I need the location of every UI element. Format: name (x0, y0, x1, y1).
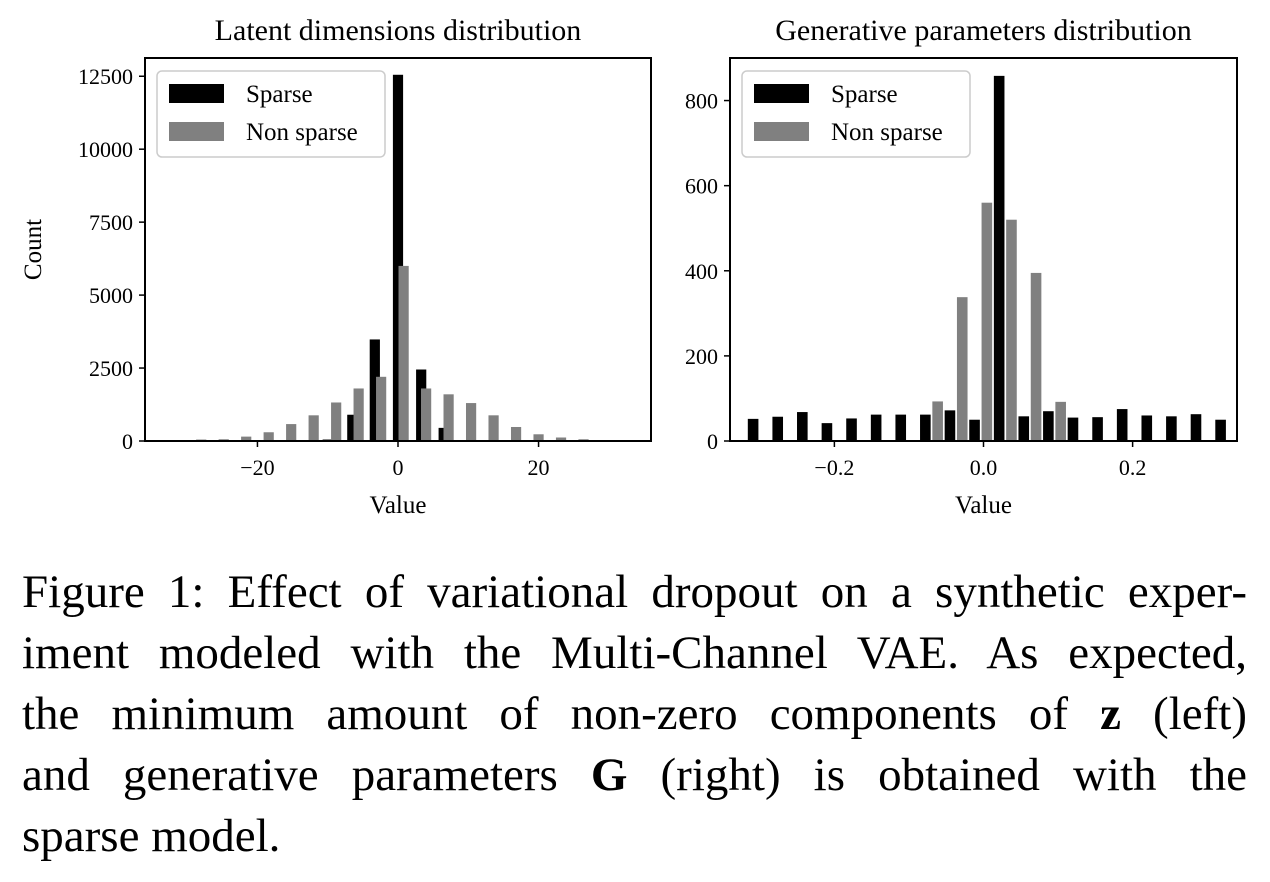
caption-symbol-z: z (1100, 688, 1121, 740)
bar (1006, 219, 1017, 441)
bar (1030, 272, 1042, 441)
legend-swatch (754, 84, 809, 103)
caption-text: the minimum amount of non-zero component… (22, 688, 1101, 740)
legend-swatch (169, 84, 224, 103)
bar (443, 394, 454, 441)
y-tick-label: 0 (122, 429, 133, 454)
figure-caption: Figure 1: Effect of variational dropout … (22, 562, 1247, 867)
bar (421, 388, 432, 441)
bar (398, 265, 409, 441)
bar (956, 297, 968, 441)
bar (944, 410, 956, 441)
y-tick-label: 200 (685, 344, 718, 369)
series-non-sparse (932, 202, 1066, 441)
bar (347, 414, 358, 441)
x-tick-label: −20 (240, 455, 274, 480)
caption-line-1: Figure 1: Effect of variational dropout … (22, 562, 1247, 623)
y-tick-label: 2500 (89, 356, 133, 381)
legend-swatch (754, 122, 809, 141)
x-axis-label: Value (955, 492, 1012, 519)
caption-text: and generative parameters (22, 749, 591, 801)
y-tick-label: 800 (685, 89, 718, 114)
bar (981, 202, 993, 441)
bar (895, 414, 907, 441)
x-tick-label: 0.2 (1119, 455, 1147, 480)
figure-panel: −20 0 20 0 2500 5000 7500 10000 12500 Latent dime… (20, 14, 1238, 519)
legend-label: Non sparse (246, 119, 358, 146)
bar (1190, 414, 1202, 441)
bar (488, 415, 499, 441)
bar (1067, 417, 1079, 441)
bar (797, 412, 808, 441)
bar (920, 414, 931, 441)
caption-line-2: iment modeled with the Multi-Channel VAE… (22, 623, 1247, 684)
legend-swatch (169, 122, 224, 141)
series-sparse (747, 75, 1226, 442)
chart-1: −20 0 20 0 2500 5000 7500 10000 12500 Latent dime… (20, 14, 652, 519)
bar (772, 416, 784, 441)
series-non-sparse (196, 265, 589, 441)
bar (1166, 416, 1177, 441)
bar (392, 74, 404, 441)
bar (308, 415, 319, 441)
y-tick-label: 600 (685, 174, 718, 199)
legend-label: Non sparse (831, 119, 943, 146)
x-tick-label: 0.0 (970, 455, 998, 480)
bar (510, 426, 522, 441)
caption-line-5: sparse model. (22, 806, 1247, 867)
bar (369, 339, 380, 441)
caption-text: Figure 1: Effect of variational dropout … (22, 566, 1247, 618)
bar (353, 388, 364, 441)
bar (1215, 419, 1226, 441)
bar (993, 75, 1005, 442)
x-tick-label: −0.2 (814, 455, 854, 480)
chart-title: Latent dimensions distribution (215, 14, 582, 47)
caption-text: (left) (1120, 688, 1247, 740)
chart-title: Generative parameters distribution (775, 14, 1192, 47)
caption-text: iment modeled with the Multi-Channel VAE… (22, 627, 1247, 679)
caption-line-3: the minimum amount of non-zero component… (22, 684, 1247, 745)
bar (533, 434, 544, 441)
bar (821, 423, 833, 441)
y-tick-label: 10000 (78, 137, 133, 162)
legend: Sparse Non sparse (156, 70, 386, 158)
y-tick-label: 0 (707, 429, 718, 454)
bar (747, 418, 759, 441)
bar (286, 424, 297, 441)
bar (1116, 409, 1128, 441)
bar (1092, 417, 1103, 441)
legend-label: Sparse (831, 81, 898, 108)
caption-symbol-g: G (590, 749, 628, 801)
chart-2: −0.2 0.0 0.2 0 200 400 600 800 Generative parame… (685, 14, 1238, 519)
bar (1018, 416, 1030, 441)
bar (263, 432, 274, 441)
y-tick-label: 12500 (78, 64, 133, 89)
bar (932, 401, 943, 441)
x-tick-label: 0 (393, 455, 404, 480)
bar (376, 376, 387, 441)
bar (331, 402, 342, 441)
x-axis-label: Value (370, 492, 427, 519)
bar (846, 418, 857, 441)
caption-text: sparse model. (22, 810, 281, 862)
y-tick-label: 7500 (89, 210, 133, 235)
bar (870, 414, 882, 441)
caption-line-4: and generative parameters G (right) is o… (22, 745, 1247, 806)
x-tick-label: 20 (528, 455, 550, 480)
bar (969, 419, 980, 441)
bar (1055, 401, 1066, 441)
y-axis-label: Count (20, 219, 47, 280)
legend-label: Sparse (246, 81, 313, 108)
bar (1043, 411, 1054, 441)
bar (465, 403, 477, 441)
bar (1141, 415, 1153, 441)
legend: Sparse Non sparse (741, 70, 971, 158)
caption-text: (right) is obtained with the (627, 749, 1247, 801)
bar (241, 436, 252, 441)
y-tick-label: 400 (685, 259, 718, 284)
bar (555, 437, 567, 441)
y-tick-label: 5000 (89, 283, 133, 308)
